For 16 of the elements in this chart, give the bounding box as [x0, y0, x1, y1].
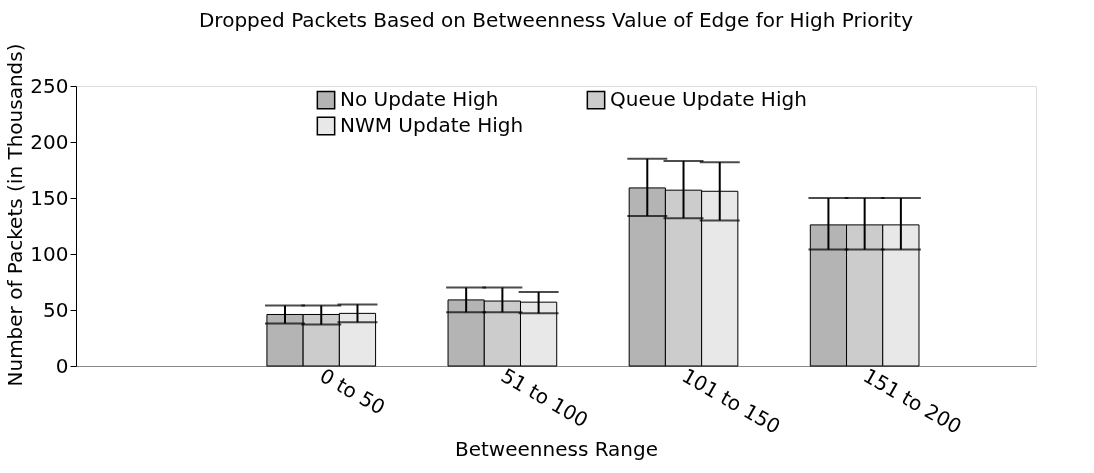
legend-label: NWM Update High	[340, 113, 524, 137]
y-tick-label: 50	[43, 297, 69, 322]
y-tick-label: 150	[30, 185, 69, 210]
y-axis-title: Number of Packets (in Thousands)	[3, 43, 28, 387]
legend-label: Queue Update High	[610, 87, 807, 112]
x-tick-label: 151 to 200	[859, 363, 966, 439]
y-tick-label: 200	[30, 129, 69, 154]
legend-label: No Update High	[340, 87, 499, 112]
x-tick-label: 0 to 50	[315, 363, 390, 420]
y-tick-label: 0	[55, 353, 69, 378]
y-tick-label: 250	[30, 73, 69, 98]
x-axis-title: Betweenness Range	[454, 436, 659, 461]
x-tick-label: 51 to 100	[496, 363, 593, 433]
y-tick-label: 100	[30, 241, 69, 266]
x-tick-label: 101 to 150	[678, 363, 785, 439]
chart-title: Dropped Packets Based on Betweenness Value of Edge for High Priority	[198, 7, 914, 32]
